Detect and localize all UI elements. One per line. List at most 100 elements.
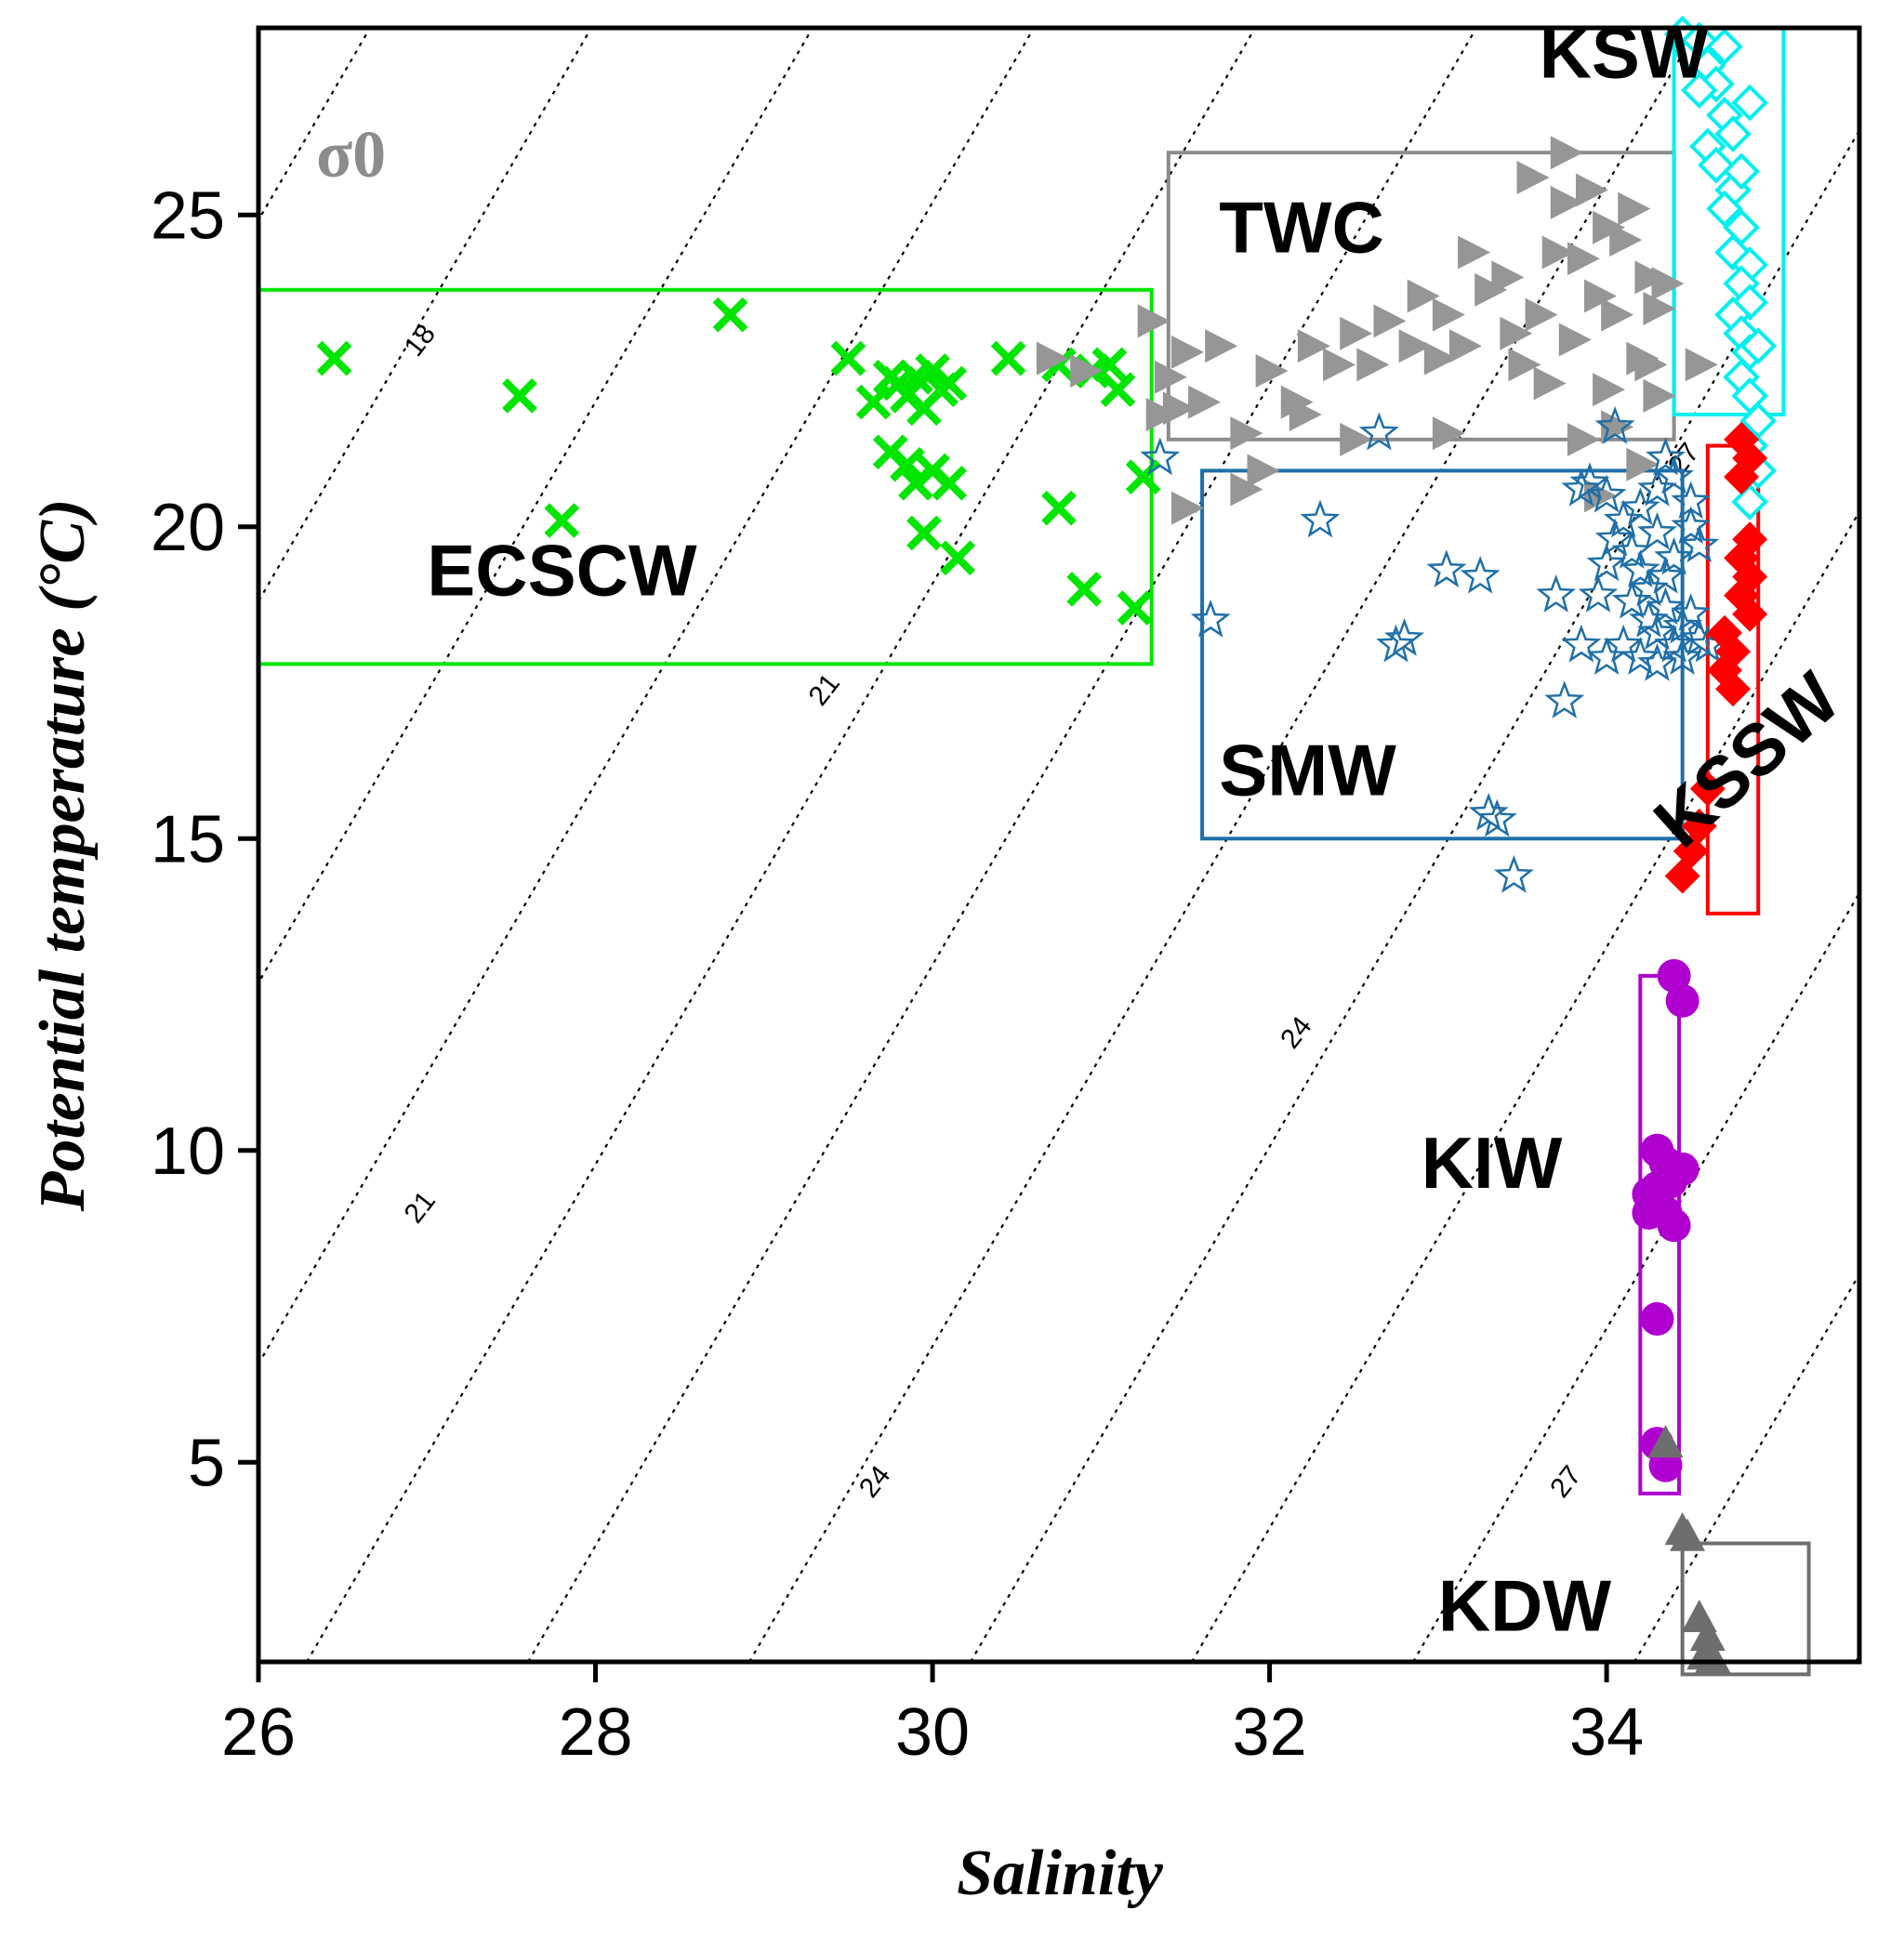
twc-point	[1170, 335, 1204, 369]
sigma0-isoline	[1191, 509, 1859, 1662]
twc-point	[1323, 348, 1356, 382]
ecscw-point	[1125, 459, 1161, 494]
twc-point	[1550, 185, 1583, 219]
series-kssw	[1664, 421, 1768, 894]
ecscw-point	[502, 378, 537, 414]
twc-point	[1432, 416, 1465, 451]
x-tick-label: 26	[221, 1695, 296, 1770]
twc-point	[1145, 398, 1179, 432]
kdw-point	[1695, 1640, 1731, 1673]
kiw-point	[1640, 1301, 1674, 1336]
sigma0-isoline	[258, 28, 813, 985]
contour-label: 24	[1275, 1011, 1318, 1055]
x-tick-label: 30	[895, 1695, 970, 1770]
smw-point	[1646, 555, 1686, 594]
label-kiw: KIW	[1421, 1122, 1563, 1204]
twc-point	[1340, 422, 1373, 456]
y-tick-label: 10	[151, 1114, 225, 1189]
smw-point	[1536, 574, 1577, 613]
twc-point	[1593, 373, 1626, 407]
twc-point	[1541, 235, 1575, 270]
twc-point	[1230, 416, 1263, 451]
twc-point	[1634, 260, 1668, 295]
smw-point	[1654, 455, 1695, 494]
twc-point	[1247, 454, 1280, 488]
axes: 26 28 30 32 34 5 10 15 20 25	[151, 25, 1862, 1770]
smw-point	[1679, 524, 1720, 563]
ecscw-point	[855, 384, 892, 420]
smw-point	[1629, 568, 1669, 607]
twc-point	[1533, 366, 1567, 401]
twc-point	[1289, 398, 1322, 432]
x-tick-label: 34	[1569, 1695, 1644, 1770]
twc-point	[1601, 410, 1634, 444]
twc-point	[1070, 354, 1104, 389]
box-kdw	[1680, 1541, 1811, 1677]
ecscw-point	[932, 365, 968, 402]
ecscw-point	[990, 340, 1026, 376]
sigma0-isoline	[970, 128, 1859, 1662]
twc-point	[1474, 272, 1508, 307]
ksw-point	[1698, 146, 1735, 184]
ecscw-point	[830, 340, 866, 376]
ksw-point	[1731, 84, 1769, 122]
twc-point	[1685, 348, 1718, 382]
ecscw-point	[890, 446, 925, 482]
ecscw-point	[1117, 590, 1153, 626]
twc-point	[1643, 378, 1676, 413]
smw-point	[1654, 536, 1695, 575]
smw-point	[1646, 437, 1686, 476]
twc-point	[1423, 341, 1457, 376]
twc-point	[1500, 316, 1533, 350]
ksw-point	[1723, 152, 1760, 191]
twc-point	[1550, 136, 1583, 170]
data-series	[316, 15, 1778, 1673]
label-kdw: KDW	[1438, 1564, 1612, 1646]
ksw-point	[1714, 115, 1752, 152]
twc-point	[1297, 329, 1330, 363]
smw-point	[1476, 798, 1517, 837]
smw-point	[1646, 586, 1686, 626]
kssw-point	[1689, 771, 1726, 807]
contour-label: 27	[1544, 1460, 1588, 1504]
smw-point	[1611, 531, 1652, 569]
sigma0-isoline	[1855, 1653, 1859, 1662]
twc-point	[1626, 447, 1659, 481]
contour-label: 21	[803, 668, 847, 712]
contour-label: 21	[399, 1186, 443, 1230]
twc-point	[1398, 329, 1432, 363]
sigma0-isoline	[748, 28, 1699, 1662]
water-mass-boxes	[257, 26, 1811, 1677]
smw-point	[1300, 499, 1341, 538]
label-ksw: KSW	[1540, 12, 1709, 94]
twc-point	[1567, 422, 1600, 456]
twc-point	[1601, 297, 1634, 332]
ecscw-point	[712, 296, 748, 333]
ecscw-point	[1091, 347, 1128, 383]
smw-point	[1493, 854, 1534, 893]
smw-point	[1603, 624, 1644, 663]
twc-point	[1373, 304, 1407, 338]
twc-point	[1340, 316, 1373, 350]
ecscw-point	[544, 503, 580, 538]
x-tick-label: 32	[1233, 1695, 1307, 1770]
smw-point	[1594, 405, 1635, 444]
twc-point	[1407, 279, 1440, 313]
twc-point	[1432, 297, 1465, 332]
twc-point	[1154, 360, 1187, 394]
y-tick-label: 25	[151, 178, 225, 253]
ecscw-point	[316, 340, 352, 376]
twc-point	[1508, 348, 1541, 382]
contour-label: 24	[853, 1460, 897, 1504]
twc-point	[1567, 242, 1600, 276]
sigma0-isoline	[258, 28, 592, 604]
twc-point	[1516, 161, 1550, 195]
smw-point	[1426, 549, 1467, 587]
twc-point	[1643, 291, 1676, 325]
kdw-point	[1670, 1518, 1706, 1551]
kssw-point	[1715, 671, 1752, 707]
smw-point	[1586, 637, 1627, 675]
twc-point	[1162, 391, 1196, 426]
kiw-point	[1632, 1195, 1666, 1230]
